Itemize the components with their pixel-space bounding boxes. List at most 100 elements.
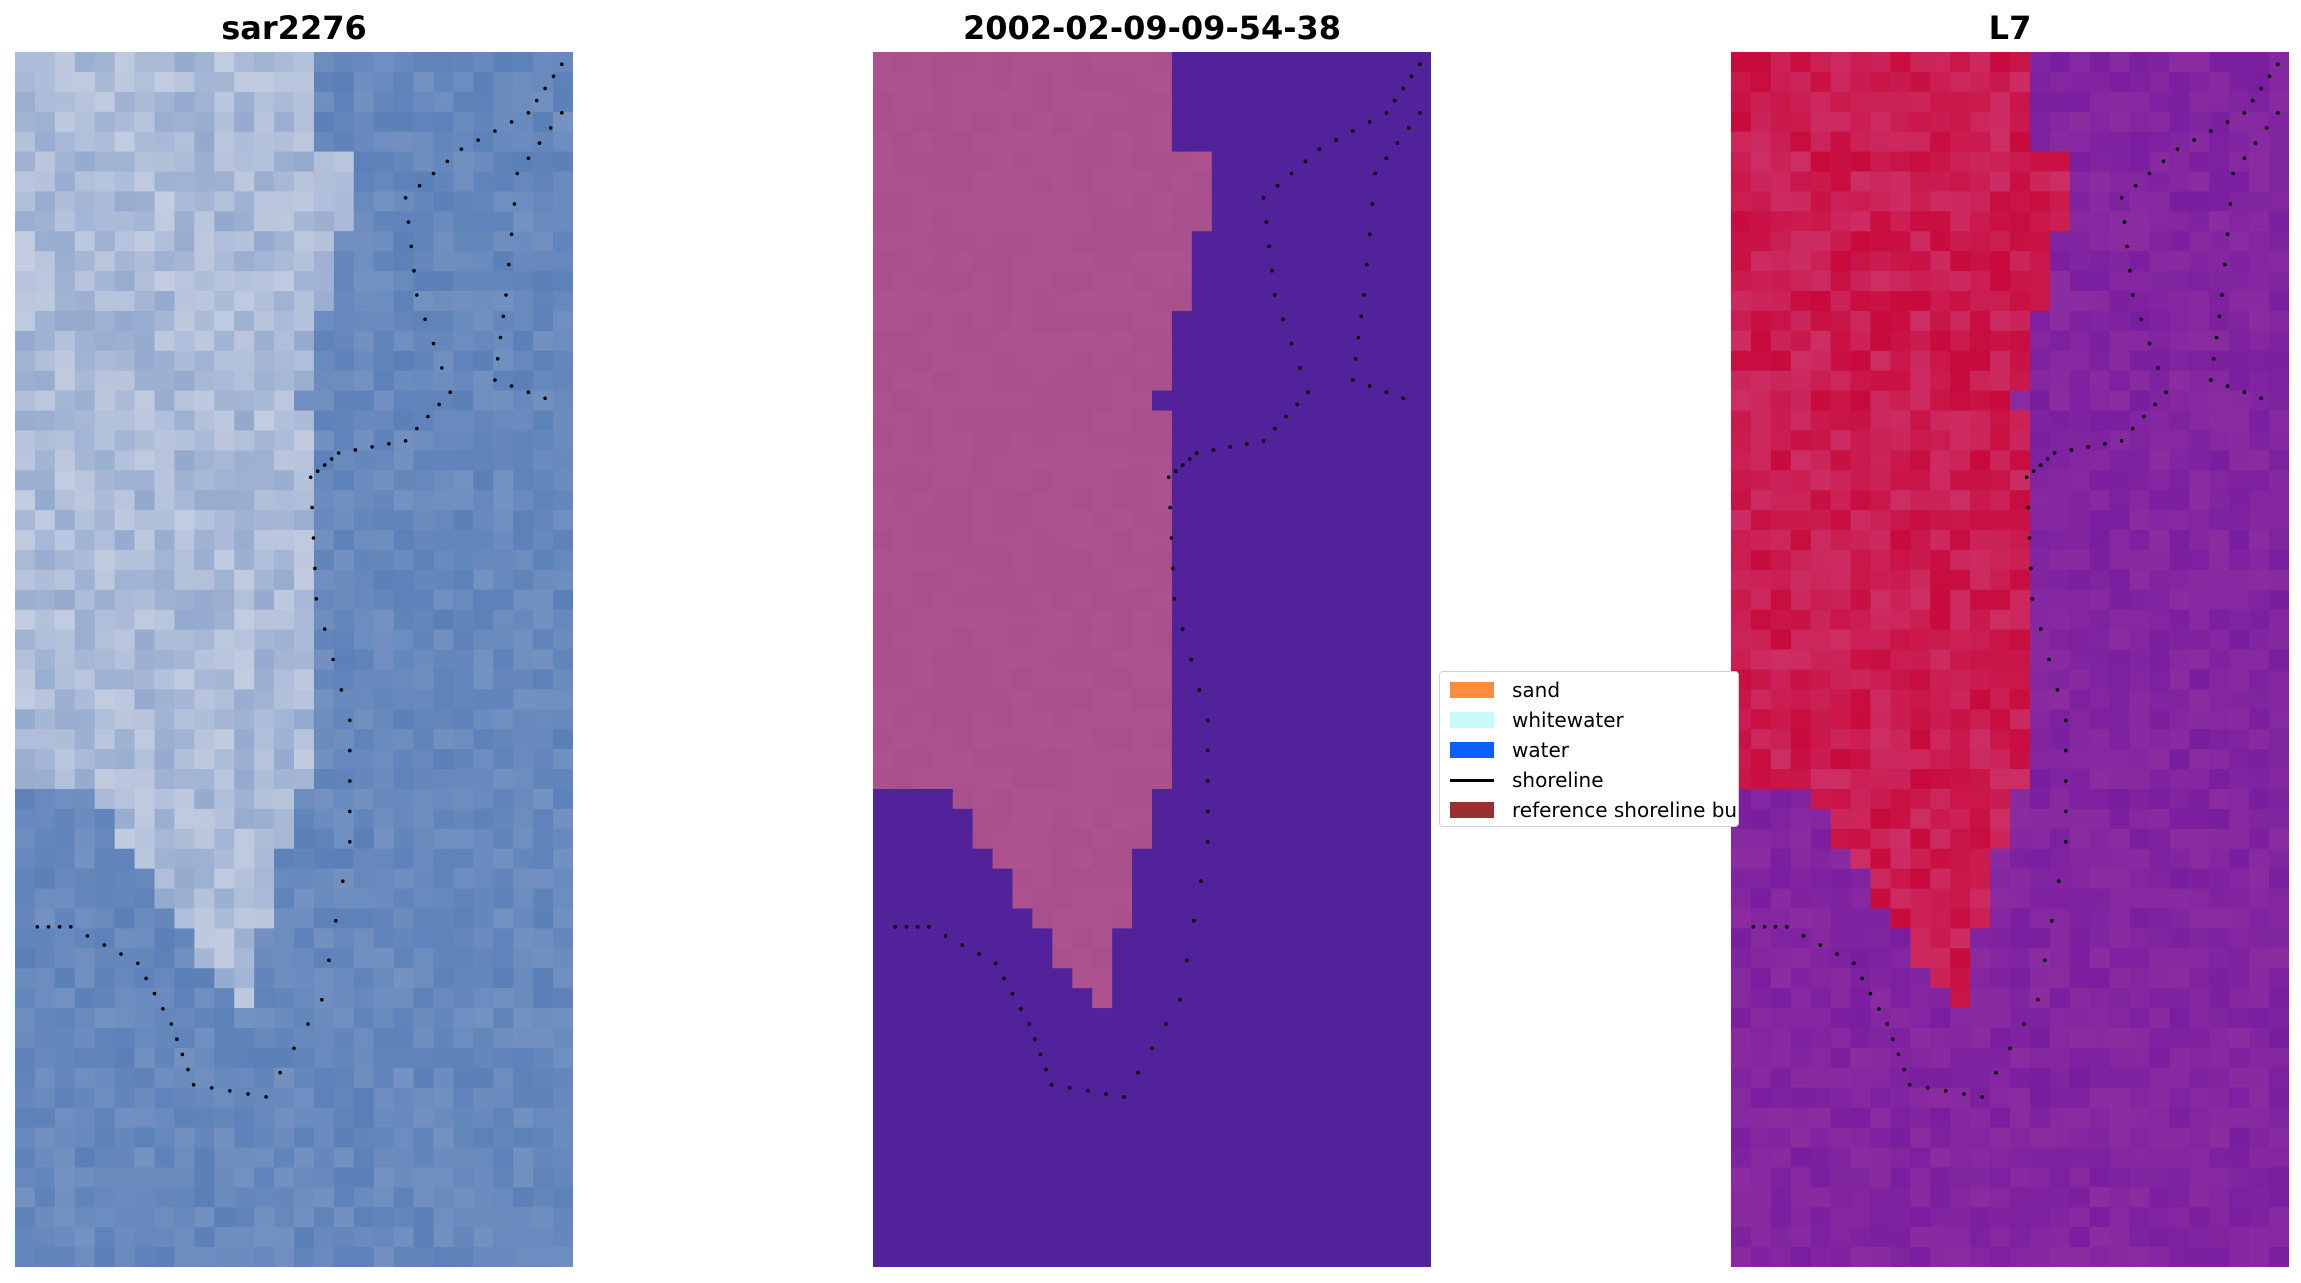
image-pixel	[1790, 91, 1812, 113]
image-pixel	[2149, 689, 2171, 710]
image-pixel	[214, 1247, 235, 1267]
image-pixel	[1032, 589, 1053, 611]
image-pixel	[413, 330, 435, 352]
image-pixel	[393, 450, 415, 471]
image-pixel	[1311, 52, 1332, 73]
image-pixel	[114, 1127, 136, 1149]
image-pixel	[513, 1247, 534, 1267]
image-pixel	[513, 928, 534, 949]
image-pixel	[1770, 788, 1792, 810]
image-pixel	[174, 848, 195, 870]
image-pixel	[1770, 808, 1792, 830]
image-pixel	[1411, 510, 1431, 531]
classified-image-panel	[873, 52, 1431, 1267]
image-pixel	[1930, 310, 1951, 332]
image-pixel	[54, 191, 76, 212]
image-pixel	[1191, 91, 1213, 113]
image-pixel	[2169, 330, 2190, 352]
image-pixel	[2049, 868, 2071, 890]
image-pixel	[74, 450, 96, 471]
image-pixel	[333, 530, 355, 551]
image-pixel	[473, 589, 494, 611]
image-pixel	[2010, 370, 2031, 392]
image-pixel	[134, 171, 156, 193]
image-pixel	[1770, 549, 1792, 571]
image-pixel	[1970, 430, 1991, 451]
image-pixel	[154, 729, 176, 750]
image-pixel	[1371, 370, 1392, 392]
image-pixel	[1191, 609, 1213, 631]
image-pixel	[2149, 330, 2171, 352]
image-pixel	[553, 988, 573, 1009]
image-pixel	[1311, 828, 1332, 850]
image-pixel	[214, 649, 235, 671]
image-pixel	[1411, 1067, 1431, 1089]
image-pixel	[1211, 251, 1233, 272]
image-pixel	[114, 1167, 136, 1188]
image-pixel	[1132, 868, 1153, 890]
image-pixel	[513, 510, 534, 531]
image-pixel	[1411, 91, 1431, 113]
image-pixel	[1152, 410, 1173, 432]
image-pixel	[313, 171, 335, 193]
image-pixel	[2149, 569, 2171, 591]
image-pixel	[1391, 1027, 1412, 1049]
image-pixel	[1750, 928, 1772, 949]
image-pixel	[214, 928, 235, 949]
image-pixel	[2249, 450, 2270, 471]
image-pixel	[313, 470, 335, 491]
image-pixel	[1251, 1027, 1273, 1049]
image-pixel	[234, 1247, 255, 1267]
image-pixel	[1052, 1187, 1073, 1208]
shoreline-dot	[1189, 657, 1193, 662]
image-pixel	[2029, 988, 2051, 1009]
image-pixel	[2229, 231, 2250, 252]
image-pixel	[373, 828, 395, 850]
image-pixel	[54, 729, 76, 750]
image-pixel	[1052, 649, 1073, 671]
image-pixel	[2269, 828, 2289, 850]
image-pixel	[2010, 211, 2031, 232]
image-pixel	[373, 888, 395, 910]
image-pixel	[1970, 191, 1991, 212]
image-pixel	[1890, 191, 1911, 212]
image-pixel	[473, 609, 494, 631]
image-pixel	[553, 430, 573, 451]
image-pixel	[473, 848, 494, 870]
image-pixel	[2249, 291, 2270, 312]
image-pixel	[1052, 848, 1073, 870]
image-pixel	[912, 968, 934, 989]
image-pixel	[2109, 749, 2131, 770]
image-pixel	[154, 908, 176, 929]
image-pixel	[2010, 629, 2031, 651]
image-pixel	[1950, 749, 1971, 770]
image-pixel	[473, 908, 494, 929]
image-pixel	[873, 629, 894, 651]
image-pixel	[2089, 510, 2111, 531]
image-pixel	[2209, 350, 2230, 372]
image-pixel	[1930, 1027, 1951, 1049]
image-pixel	[1092, 490, 1113, 511]
shoreline-dot	[1317, 147, 1322, 151]
image-pixel	[94, 231, 116, 252]
image-pixel	[1191, 310, 1213, 332]
image-pixel	[134, 848, 156, 870]
image-pixel	[333, 729, 355, 750]
image-pixel	[1770, 589, 1792, 611]
image-pixel	[1052, 111, 1073, 133]
image-pixel	[254, 808, 275, 830]
image-pixel	[1970, 709, 1991, 730]
image-pixel	[932, 370, 954, 392]
image-pixel	[1171, 848, 1193, 870]
image-pixel	[1231, 450, 1253, 471]
image-pixel	[1092, 689, 1113, 710]
image-pixel	[214, 749, 235, 770]
image-pixel	[873, 390, 894, 412]
image-pixel	[1990, 968, 2011, 989]
image-pixel	[2109, 490, 2131, 511]
image-pixel	[154, 1047, 176, 1069]
image-pixel	[1411, 1147, 1431, 1169]
image-pixel	[413, 211, 435, 232]
image-pixel	[393, 848, 415, 870]
image-pixel	[2169, 191, 2190, 212]
